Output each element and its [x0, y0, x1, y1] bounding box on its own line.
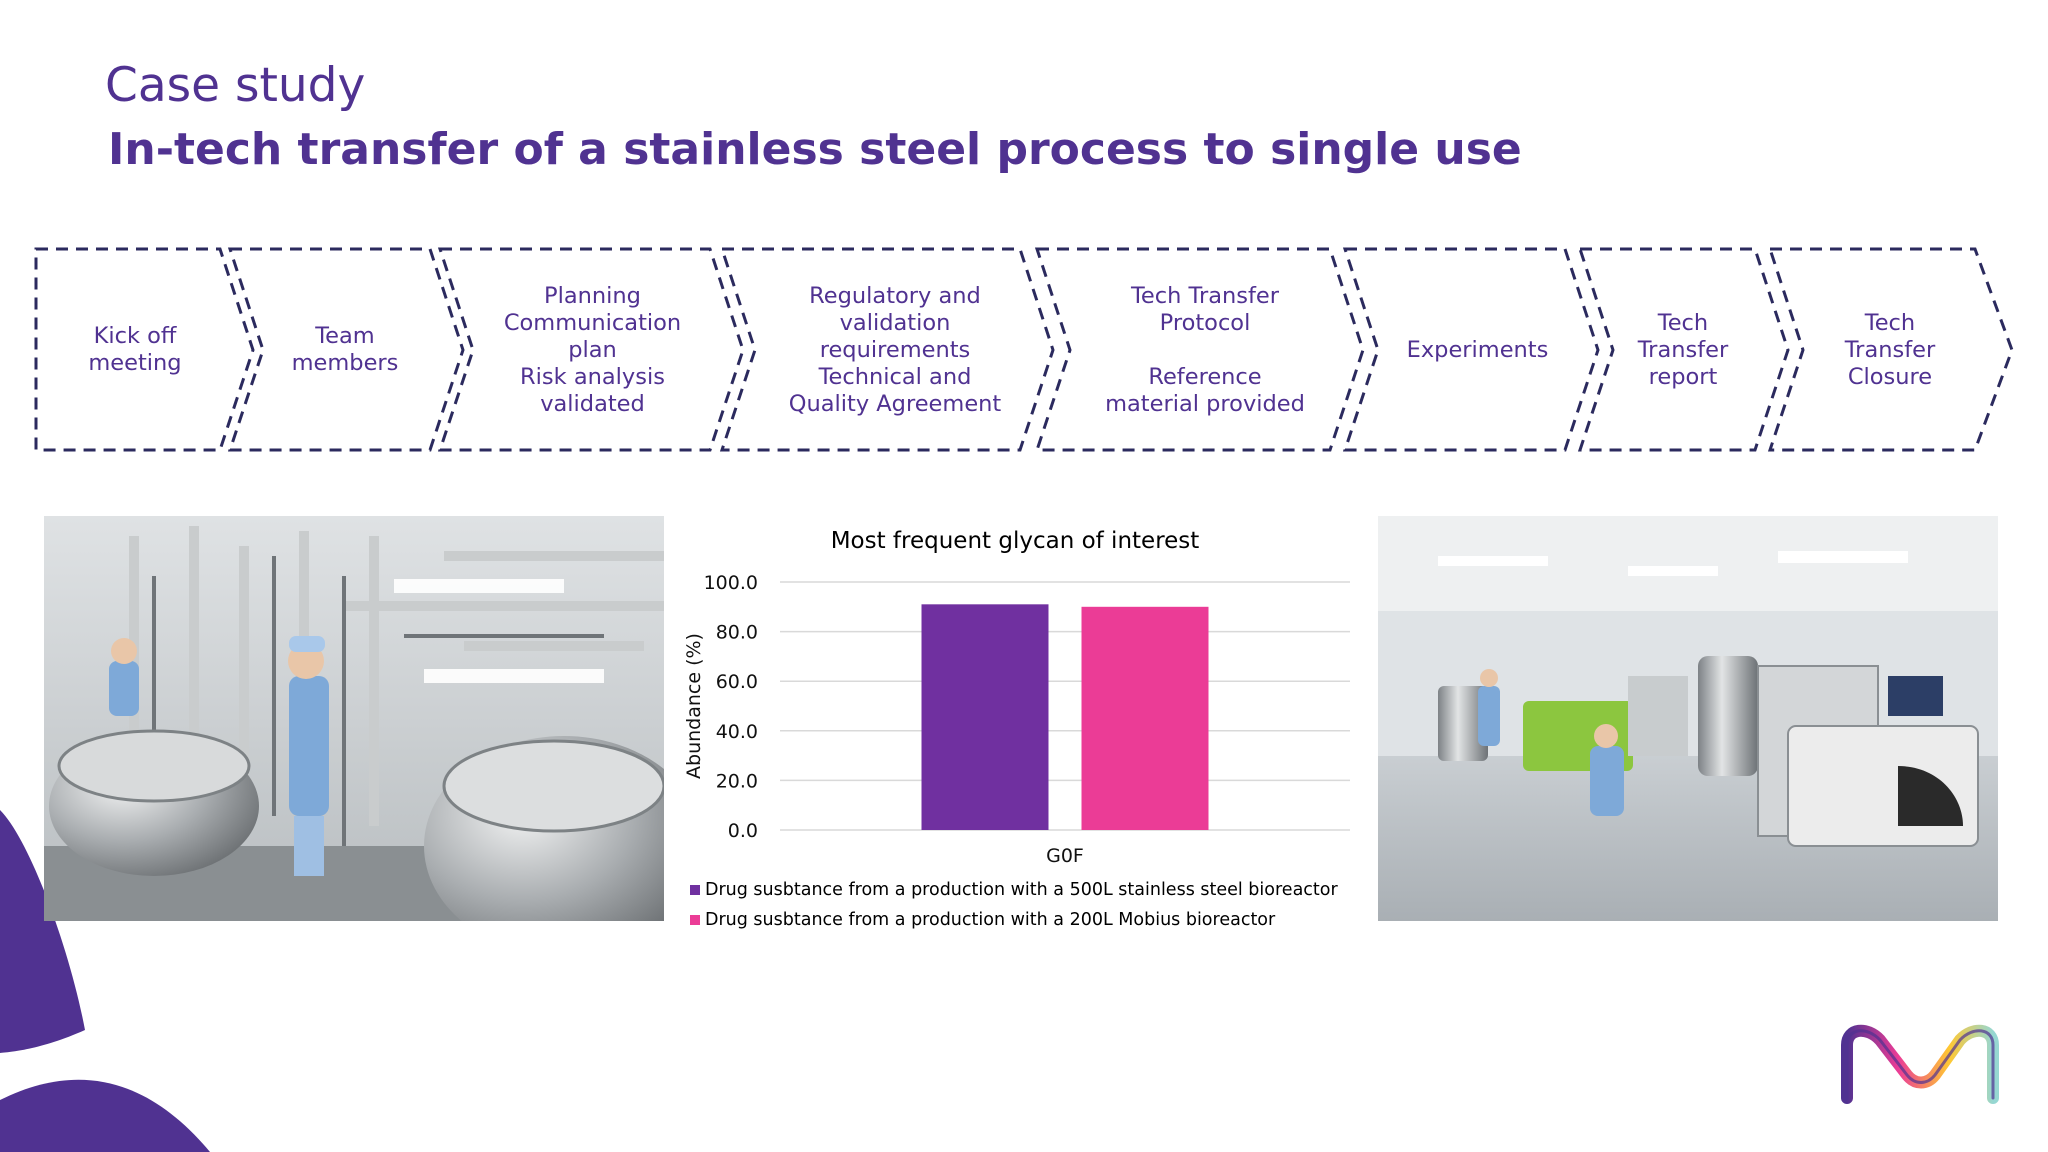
step-regulatory: Regulatory and validation requirements T…: [788, 282, 1002, 417]
step-tech-transfer-protocol: Tech Transfer Protocol Reference materia…: [1105, 282, 1305, 417]
bar-1-g0f: [921, 604, 1049, 830]
single-use-photo: [1378, 516, 1998, 921]
legend-item-mobius: Drug susbtance from a production with a …: [690, 910, 1275, 930]
bar-2-g0f: [1081, 606, 1209, 830]
x-tick-label-0: G0F: [1046, 845, 1084, 867]
y-axis-label: Abundance (%): [683, 633, 705, 779]
legend-label-stainless: Drug susbtance from a production with a …: [705, 880, 1338, 900]
legend-swatch-mobius: [690, 915, 700, 925]
legend-label-mobius: Drug susbtance from a production with a …: [705, 910, 1276, 930]
step-outline-8: [1767, 247, 2014, 452]
step-planning: Planning Communication plan Risk analysi…: [503, 282, 682, 417]
step-tech-transfer-closure: Tech Transfer Closure: [1844, 309, 1936, 390]
step-outline-2: [227, 247, 465, 452]
step-outline-7: [1577, 247, 1790, 452]
step-outline-6: [1342, 247, 1600, 452]
y-tick-label-4: 80.0: [716, 622, 758, 644]
step-team-members: Team members: [291, 323, 399, 376]
legend-item-stainless: Drug susbtance from a production with a …: [690, 880, 1338, 900]
step-tech-transfer-report: Tech Transfer report: [1637, 309, 1729, 390]
stainless-steel-photo: [44, 516, 664, 921]
step-kick-off-meeting: Kick off meeting: [88, 323, 182, 376]
step-experiments: Experiments: [1406, 336, 1549, 363]
y-tick-label-3: 60.0: [716, 671, 758, 693]
step-outline-3: [437, 247, 745, 452]
y-tick-label-0: 0.0: [728, 820, 758, 842]
step-outline-1: [34, 247, 255, 452]
glycan-bar-chart: 0.0 20.0 40.0 60.0 80.0 100.0 Abundance (%) G0F: [683, 572, 1350, 867]
page-title: Case study: [105, 58, 366, 113]
step-outline-4: [719, 247, 1055, 452]
y-tick-label-2: 40.0: [716, 721, 758, 743]
y-tick-label-1: 20.0: [716, 770, 758, 792]
brand-logo: [1841, 1024, 1999, 1104]
chart-title: Most frequent glycan of interest: [830, 528, 1200, 554]
step-outline-5: [1034, 247, 1365, 452]
page-subtitle: In-tech transfer of a stainless steel pr…: [108, 124, 1522, 175]
legend-swatch-stainless: [690, 885, 700, 895]
y-tick-label-5: 100.0: [704, 572, 758, 594]
